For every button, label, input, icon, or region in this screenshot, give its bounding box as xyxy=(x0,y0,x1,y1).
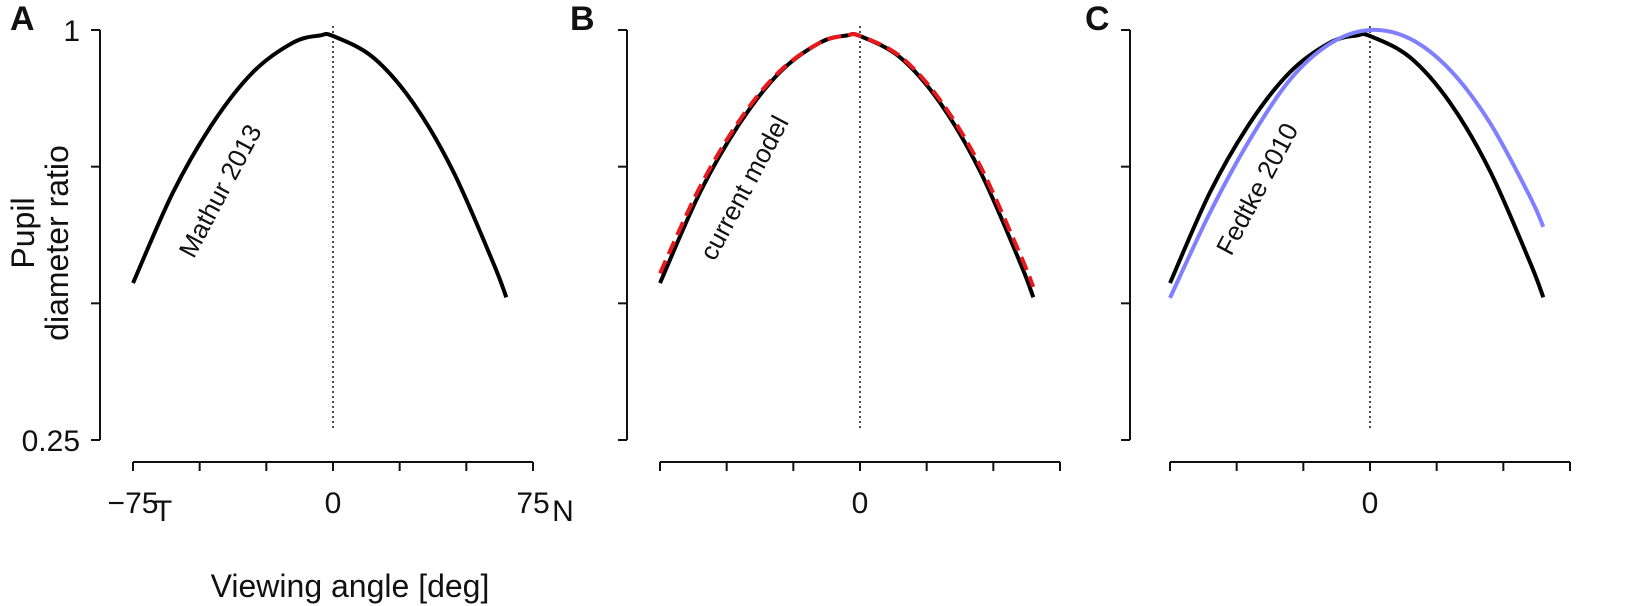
curve-label: Mathur 2013 xyxy=(173,119,268,262)
series-line-solid-black_curve xyxy=(1168,31,1546,299)
series-line-mathur-2013 xyxy=(131,31,509,299)
x-tick-label: 0 xyxy=(325,487,342,520)
curve-label: current model xyxy=(693,111,794,265)
y-tick-label: 0.25 xyxy=(22,425,80,458)
y-axis-label-line2: diameter ratio xyxy=(39,145,75,341)
panel-b: B 0 current model xyxy=(570,0,1061,520)
x-tick-sublabel: T xyxy=(154,495,172,528)
x-tick-label: −75 xyxy=(108,487,159,520)
y-tick-label: 1 xyxy=(63,15,80,48)
panel-letter: C xyxy=(1085,0,1110,38)
x-axis-label: Viewing angle [deg] xyxy=(211,568,490,604)
x-tick-sublabel: N xyxy=(552,495,574,528)
series-line-dashed-red_dashed xyxy=(658,32,1036,288)
panel-a: A 0.25 1 −75T 0 75 N Mathur 2013 xyxy=(10,0,574,528)
panel-letter: A xyxy=(10,0,35,38)
panel-letter: B xyxy=(570,0,595,38)
series-line-fedtke-2010 xyxy=(1168,27,1546,299)
y-axis-label-line1: Pupil xyxy=(5,197,41,268)
x-tick-label: 0 xyxy=(852,487,869,520)
x-tick-label: 0 xyxy=(1362,487,1379,520)
x-tick-label: 75 xyxy=(516,487,549,520)
